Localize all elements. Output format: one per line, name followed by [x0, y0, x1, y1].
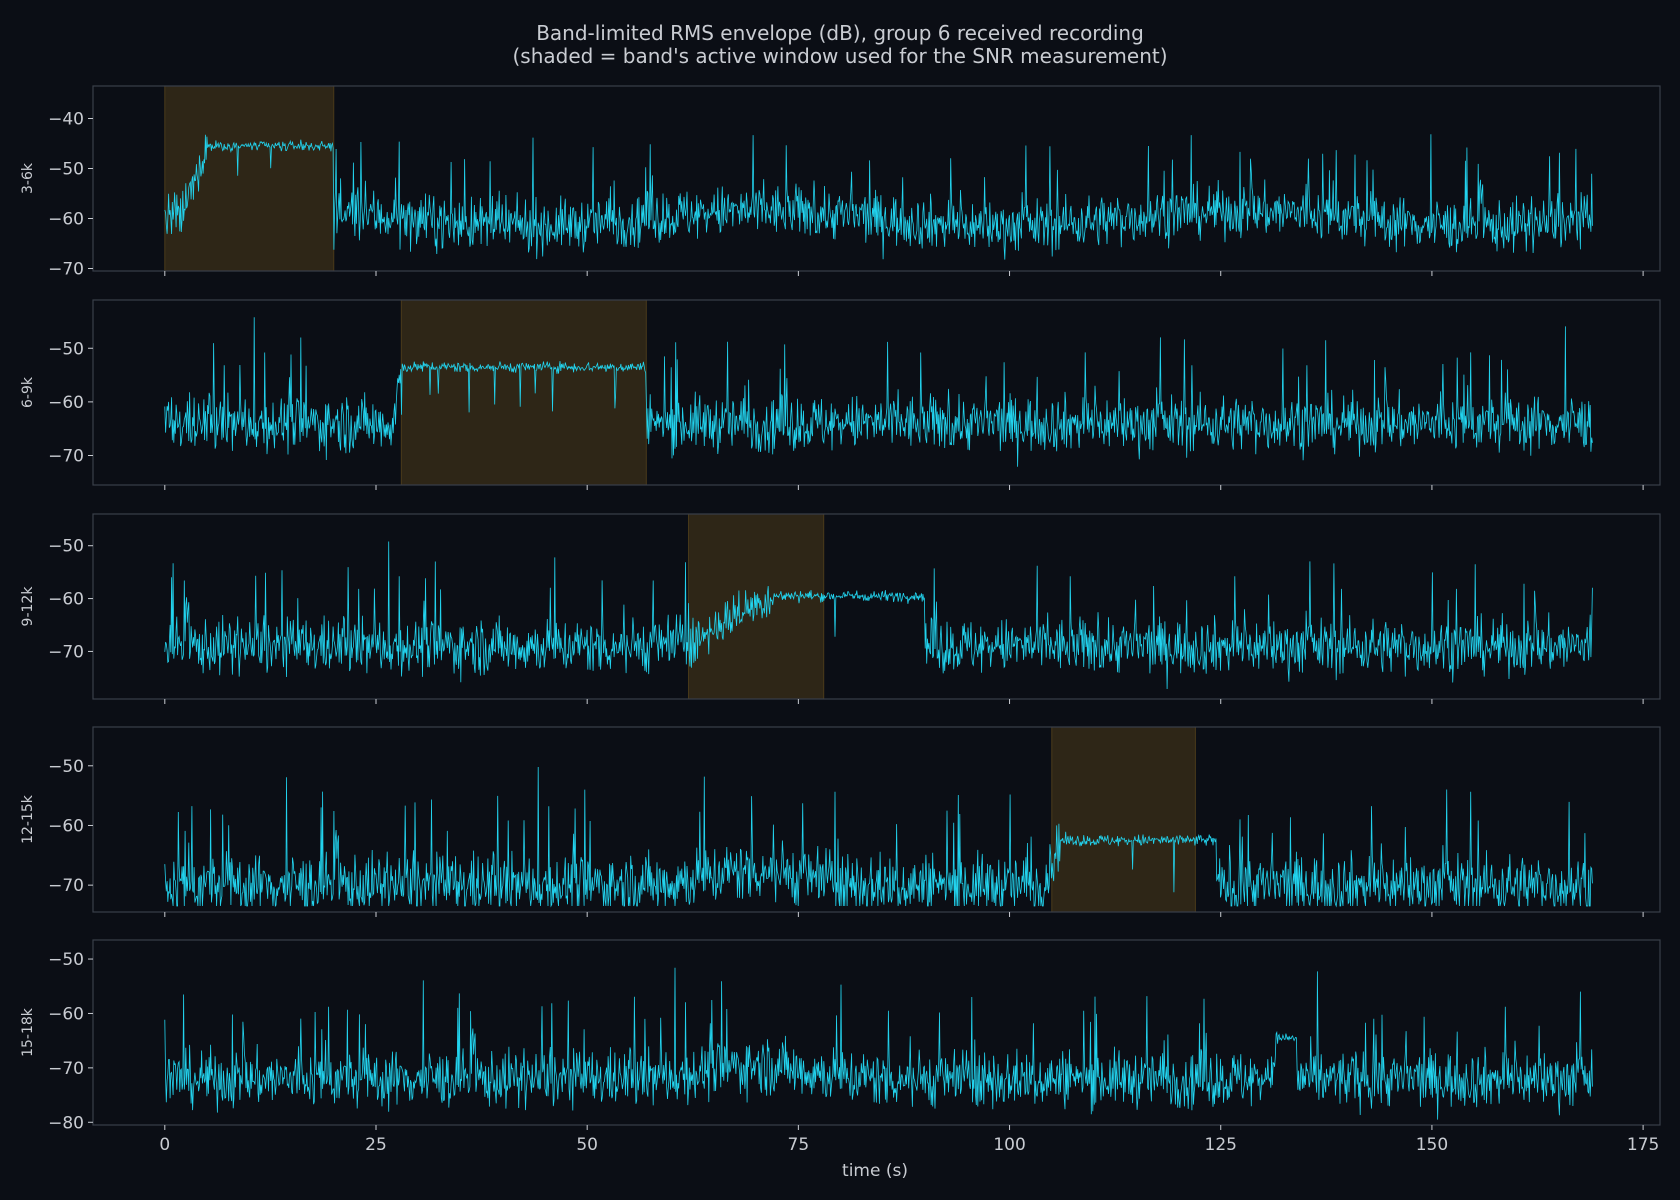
- chart-title-line1: Band-limited RMS envelope (dB), group 6 …: [536, 21, 1144, 45]
- y-tick-label-12-15k--50: −50: [48, 757, 84, 777]
- panel-frame-3-6k: [92, 85, 1661, 272]
- y-tick-label-15-18k--70: −70: [48, 1059, 84, 1079]
- envelope-trace-9-12k: [164, 541, 1593, 690]
- active-window-shade-12-15k: [1051, 726, 1196, 913]
- active-window-shade-6-9k: [400, 299, 647, 486]
- panel-frame-15-18k: [92, 939, 1661, 1126]
- panel-frame-9-12k: [92, 513, 1661, 700]
- y-tick-label-9-12k--70: −70: [48, 642, 84, 662]
- y-tick-label-3-6k--60: −60: [48, 210, 84, 230]
- x-tick-label-150: 150: [1416, 1135, 1448, 1155]
- panel-frame-12-15k: [92, 726, 1661, 913]
- y-axis-label-3-6k: 3-6k: [20, 162, 36, 194]
- x-tick-label-125: 125: [1205, 1135, 1237, 1155]
- x-tick-label-50: 50: [576, 1135, 598, 1155]
- envelope-trace-6-9k: [164, 317, 1593, 467]
- x-tick-label-25: 25: [365, 1135, 387, 1155]
- active-window-shade-3-6k: [164, 85, 335, 272]
- envelope-trace-15-18k: [164, 967, 1593, 1120]
- y-tick-label-9-12k--50: −50: [48, 537, 84, 557]
- x-tick-label-75: 75: [788, 1135, 810, 1155]
- y-tick-label-3-6k--70: −70: [48, 260, 84, 280]
- y-tick-label-15-18k--60: −60: [48, 1004, 84, 1024]
- y-tick-label-12-15k--60: −60: [48, 816, 84, 836]
- envelope-trace-12-15k: [164, 766, 1593, 908]
- y-tick-label-3-6k--50: −50: [48, 160, 84, 180]
- y-tick-label-3-6k--40: −40: [48, 110, 84, 130]
- y-tick-label-6-9k--70: −70: [48, 447, 84, 467]
- y-tick-label-6-9k--50: −50: [48, 339, 84, 359]
- y-tick-label-15-18k--80: −80: [48, 1113, 84, 1133]
- x-axis-label: time (s): [842, 1161, 908, 1181]
- y-axis-label-6-9k: 6-9k: [20, 376, 36, 408]
- active-window-shade-9-12k: [688, 513, 825, 700]
- chart-title-line2: (shaded = band's active window used for …: [512, 44, 1167, 68]
- x-tick-label-100: 100: [993, 1135, 1025, 1155]
- panel-frame-6-9k: [92, 299, 1661, 486]
- y-tick-label-12-15k--70: −70: [48, 876, 84, 896]
- y-axis-label-15-18k: 15-18k: [20, 1007, 36, 1057]
- y-axis-label-12-15k: 12-15k: [20, 794, 36, 844]
- y-tick-label-6-9k--60: −60: [48, 393, 84, 413]
- x-tick-label-175: 175: [1627, 1135, 1659, 1155]
- y-tick-label-15-18k--50: −50: [48, 950, 84, 970]
- x-tick-label-0: 0: [159, 1135, 170, 1155]
- y-tick-label-9-12k--60: −60: [48, 590, 84, 610]
- envelope-trace-3-6k: [164, 134, 1593, 260]
- y-axis-label-9-12k: 9-12k: [20, 586, 36, 627]
